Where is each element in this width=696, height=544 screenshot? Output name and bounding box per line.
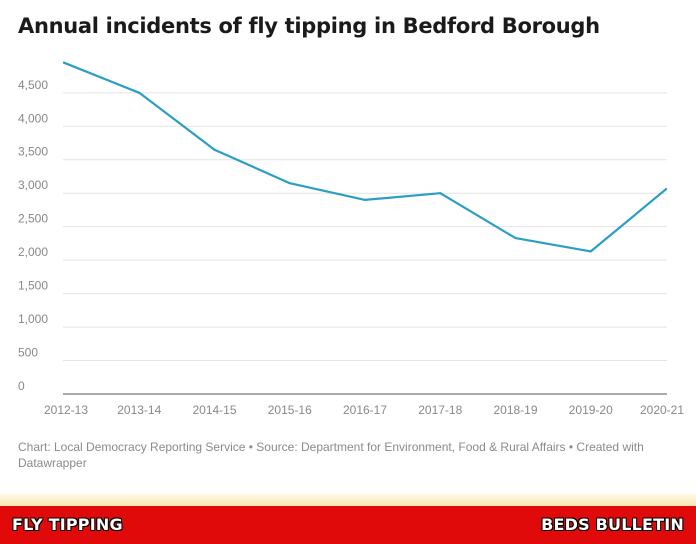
x-tick-label: 2019-20 bbox=[569, 403, 613, 417]
data-point bbox=[213, 148, 216, 151]
data-point bbox=[439, 192, 442, 195]
x-tick-label: 2017-18 bbox=[418, 403, 462, 417]
y-tick-label: 2,500 bbox=[18, 212, 48, 226]
section-label[interactable]: FLY TIPPING bbox=[12, 515, 123, 534]
data-point bbox=[62, 61, 66, 64]
x-tick-label: 2012-13 bbox=[44, 403, 88, 417]
data-point bbox=[664, 188, 668, 191]
series-line bbox=[62, 61, 668, 253]
y-tick-label: 500 bbox=[18, 346, 38, 360]
x-tick-label: 2018-19 bbox=[493, 403, 537, 417]
y-tick-label: 1,000 bbox=[18, 312, 48, 326]
x-tick-label: 2014-15 bbox=[192, 403, 236, 417]
footer-bar: FLY TIPPING BEDS BULLETIN bbox=[0, 506, 696, 544]
data-point bbox=[514, 236, 517, 240]
y-tick-label: 4,500 bbox=[18, 78, 48, 92]
data-point bbox=[138, 91, 141, 94]
data-point bbox=[589, 250, 592, 253]
y-tick-label: 4,000 bbox=[18, 111, 48, 125]
brand-label[interactable]: BEDS BULLETIN bbox=[541, 515, 684, 534]
y-tick-label: 3,000 bbox=[18, 178, 48, 192]
y-tick-label: 1,500 bbox=[18, 279, 48, 293]
x-tick-label: 2013-14 bbox=[117, 403, 161, 417]
y-tick-label: 3,500 bbox=[18, 145, 48, 159]
y-tick-label: 0 bbox=[18, 379, 25, 393]
x-tick-label: 2020-21 bbox=[640, 403, 684, 417]
x-tick-label: 2016-17 bbox=[343, 403, 387, 417]
divider-band bbox=[0, 494, 696, 508]
chart-footnote: Chart: Local Democracy Reporting Service… bbox=[18, 440, 644, 470]
data-point bbox=[288, 182, 291, 185]
data-point bbox=[363, 198, 367, 202]
x-tick-label: 2015-16 bbox=[268, 403, 312, 417]
y-tick-label: 2,000 bbox=[18, 245, 48, 259]
line-chart: 0 500 1,000 1,500 2,000 2,500 3,000 3,500 4,000 4… bbox=[18, 61, 684, 417]
chart-title: Annual incidents of fly tipping in Bedfo… bbox=[18, 14, 600, 38]
